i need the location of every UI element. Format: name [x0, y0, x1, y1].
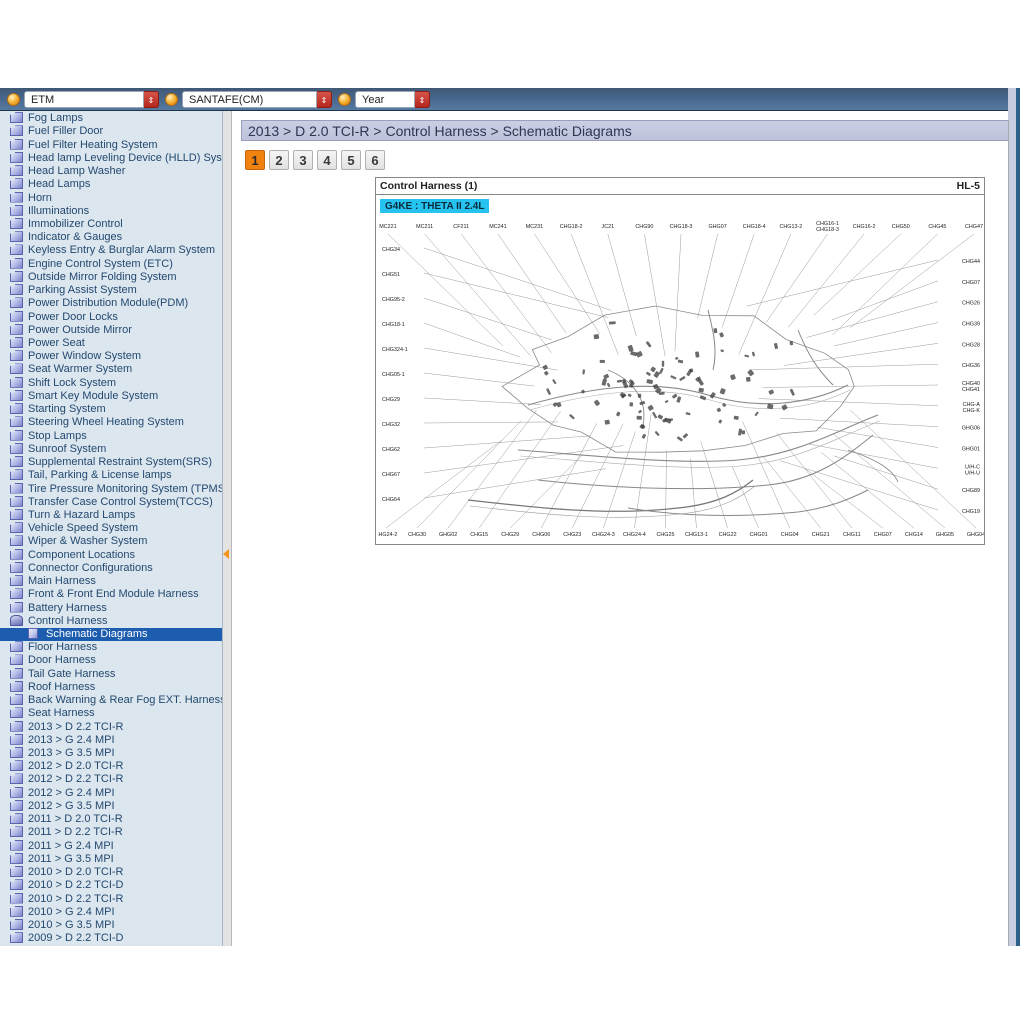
svg-text:CHG15: CHG15 — [470, 532, 488, 538]
svg-text:CHG32: CHG32 — [382, 422, 400, 428]
svg-text:CHG95-2: CHG95-2 — [382, 297, 405, 303]
svg-text:GHG05: GHG05 — [936, 532, 954, 538]
svg-text:CHG39: CHG39 — [962, 322, 980, 328]
svg-text:CHG36: CHG36 — [962, 363, 980, 369]
svg-text:CHG23: CHG23 — [563, 532, 581, 538]
svg-text:CHG04: CHG04 — [781, 532, 799, 538]
svg-text:GHG06: GHG06 — [962, 426, 980, 432]
svg-text:JC21: JC21 — [602, 224, 615, 230]
svg-text:GHG04: GHG04 — [967, 532, 984, 538]
svg-text:CHG44: CHG44 — [962, 259, 980, 265]
svg-text:CHG90: CHG90 — [635, 224, 653, 230]
svg-text:CHG19: CHG19 — [962, 509, 980, 515]
svg-text:CHG07: CHG07 — [874, 532, 892, 538]
svg-text:CHG06: CHG06 — [532, 532, 550, 538]
svg-text:CHG24-3: CHG24-3 — [592, 532, 615, 538]
svg-text:CHG13-2: CHG13-2 — [780, 224, 803, 230]
svg-text:CHG29: CHG29 — [501, 532, 519, 538]
svg-text:CHG05-1: CHG05-1 — [382, 372, 405, 378]
svg-text:CHG67: CHG67 — [382, 472, 400, 478]
svg-text:U/H-U: U/H-U — [965, 470, 980, 476]
svg-text:CHG-K: CHG-K — [963, 408, 981, 414]
svg-text:MC211: MC211 — [416, 224, 433, 230]
svg-text:CHG22: CHG22 — [719, 532, 737, 538]
svg-text:CHG25: CHG25 — [657, 532, 675, 538]
svg-text:MC231: MC231 — [526, 224, 543, 230]
svg-text:GHG01: GHG01 — [962, 447, 980, 453]
svg-text:CHG18-4: CHG18-4 — [743, 224, 766, 230]
svg-text:CHG89: CHG89 — [962, 488, 980, 494]
svg-text:CHG18-3: CHG18-3 — [670, 224, 693, 230]
svg-text:CHG64: CHG64 — [382, 497, 400, 503]
svg-text:CHG324-1: CHG324-1 — [382, 347, 408, 353]
svg-text:CHG24-2: CHG24-2 — [378, 532, 397, 538]
svg-text:GHG07: GHG07 — [708, 224, 726, 230]
svg-text:CHG30: CHG30 — [408, 532, 426, 538]
svg-text:CHG16-2: CHG16-2 — [853, 224, 876, 230]
svg-text:CHG26: CHG26 — [962, 301, 980, 307]
svg-text:CHG62: CHG62 — [382, 447, 400, 453]
svg-text:CHG24-4: CHG24-4 — [623, 532, 646, 538]
svg-text:CHG13-1: CHG13-1 — [685, 532, 708, 538]
svg-text:CHG34: CHG34 — [382, 247, 400, 253]
svg-text:CHG07: CHG07 — [962, 280, 980, 286]
svg-text:CHG11: CHG11 — [843, 532, 861, 538]
svg-text:CHG28: CHG28 — [962, 342, 980, 348]
svg-text:CHG18-3: CHG18-3 — [816, 227, 839, 233]
svg-text:CHG41: CHG41 — [962, 387, 980, 393]
svg-text:CHG21: CHG21 — [812, 532, 830, 538]
svg-text:CHG50: CHG50 — [892, 224, 910, 230]
svg-text:CHG01: CHG01 — [750, 532, 768, 538]
svg-text:MC221: MC221 — [379, 224, 396, 230]
svg-text:CF211: CF211 — [453, 224, 469, 230]
svg-text:GHG02: GHG02 — [439, 532, 457, 538]
svg-text:CHG45: CHG45 — [928, 224, 946, 230]
svg-text:CHG29: CHG29 — [382, 397, 400, 403]
svg-text:MC241: MC241 — [489, 224, 506, 230]
svg-text:CHG47: CHG47 — [965, 224, 983, 230]
svg-text:CHG14: CHG14 — [905, 532, 923, 538]
svg-text:CHG51: CHG51 — [382, 272, 400, 278]
svg-text:CHG18-1: CHG18-1 — [382, 322, 405, 328]
svg-text:CHG18-2: CHG18-2 — [560, 224, 583, 230]
